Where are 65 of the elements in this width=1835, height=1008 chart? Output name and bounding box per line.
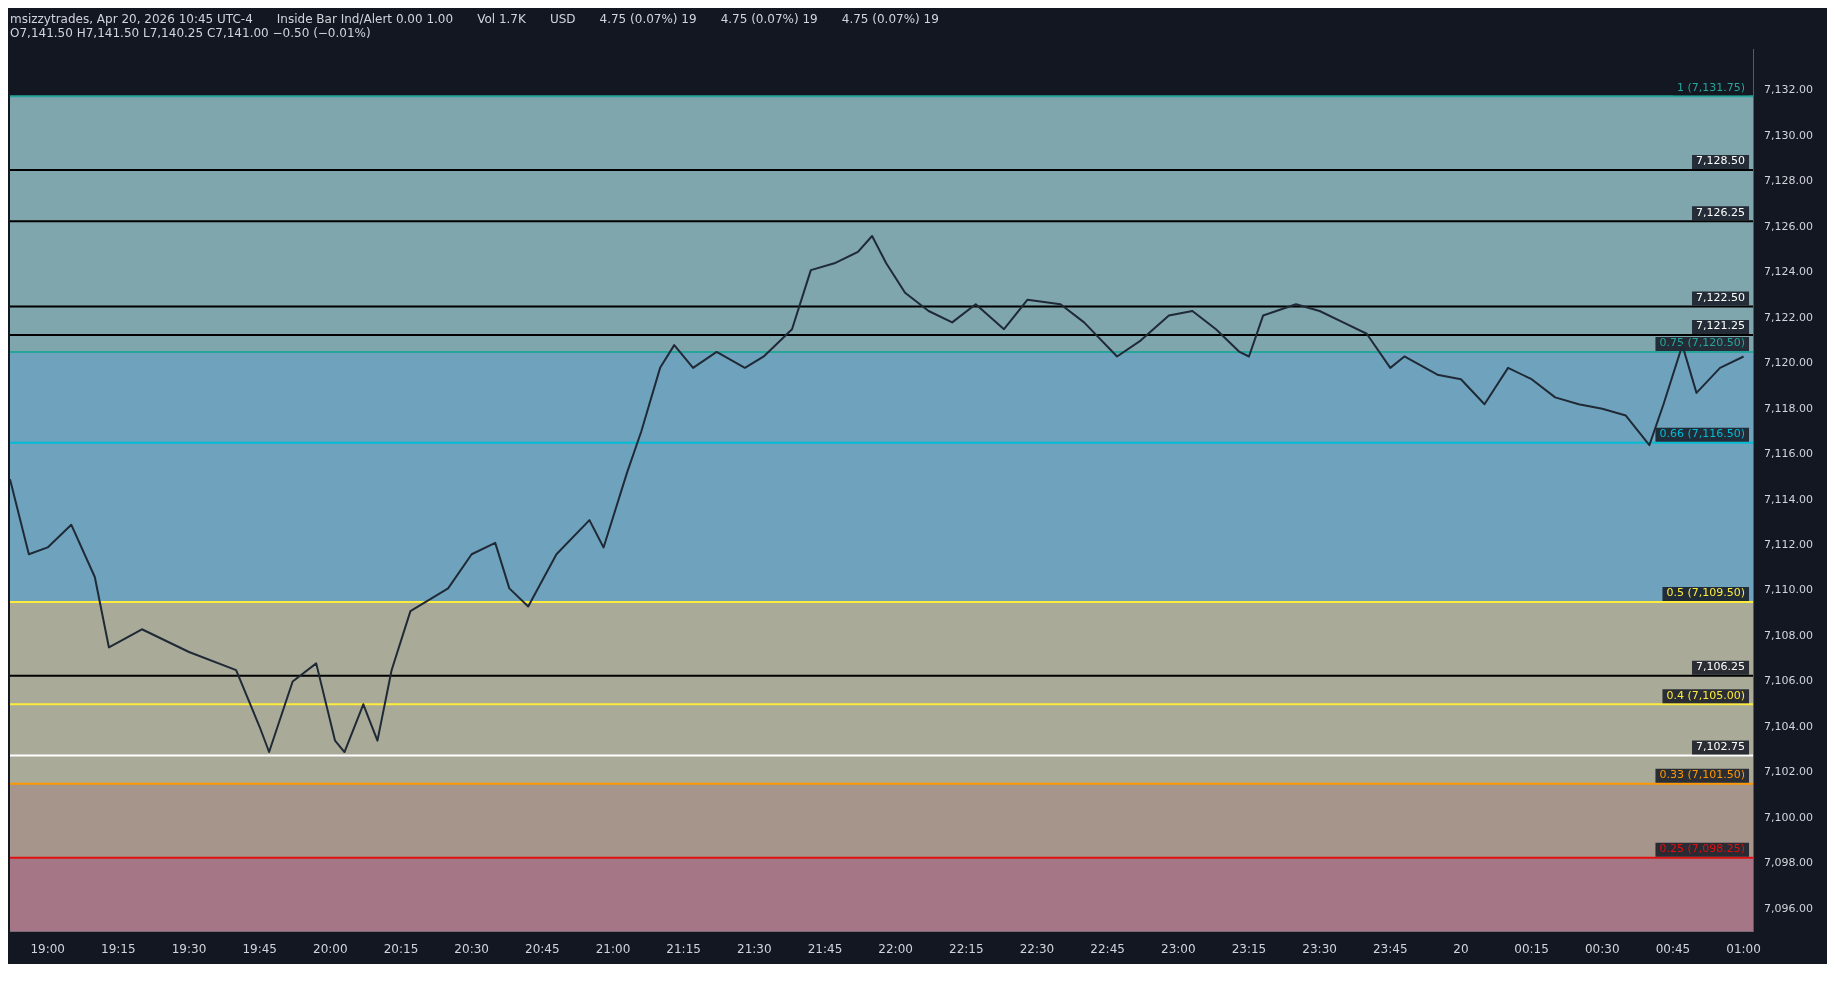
x-tick-label: 23:00 xyxy=(1160,941,1196,956)
ref-line-label: 7,122.50 xyxy=(1696,290,1746,304)
y-tick-label: 7,100.00 xyxy=(1764,810,1813,824)
x-tick-label: 00:30 xyxy=(1584,941,1620,956)
x-tick-label: 19:30 xyxy=(171,941,207,956)
x-tick-label: 00:45 xyxy=(1655,941,1691,956)
y-tick-label: 7,124.00 xyxy=(1764,265,1813,279)
x-tick-label: 22:15 xyxy=(949,941,984,956)
y-tick-label: 7,130.00 xyxy=(1764,128,1813,142)
x-tick-label: 19:45 xyxy=(242,941,277,956)
x-tick-label: 21:30 xyxy=(737,941,772,956)
x-tick-label: 22:00 xyxy=(878,941,913,956)
x-tick-label: 20:15 xyxy=(383,941,419,956)
text: msizzytrades, Apr 20, 2026 10:45 UTC-4 xyxy=(10,12,253,26)
y-tick-label: 7,096.00 xyxy=(1764,901,1813,915)
x-tick-label: 20:30 xyxy=(454,941,489,956)
ref-line-label: 7,126.25 xyxy=(1696,205,1746,219)
y-tick-label: 7,098.00 xyxy=(1764,856,1813,870)
y-tick-label: 7,110.00 xyxy=(1764,583,1813,597)
ref-line-label: 7,128.50 xyxy=(1696,154,1746,168)
y-tick-label: 7,106.00 xyxy=(1764,674,1813,688)
y-tick-label: 7,108.00 xyxy=(1764,628,1813,642)
x-tick-label: 23:45 xyxy=(1372,941,1408,956)
ref-line-label: 0.75 (7,120.50) xyxy=(1659,336,1746,350)
y-tick-label: 7,104.00 xyxy=(1764,719,1813,733)
y-tick-label: 7,126.00 xyxy=(1764,219,1813,233)
ref-line-label: 0.4 (7,105.00) xyxy=(1666,688,1746,702)
chart-subtitle: O7,141.50 H7,141.50 L7,140.25 C7,141.00 −0.50 (−0.01%) xyxy=(10,26,372,40)
x-tick-label: 21:15 xyxy=(666,941,701,956)
x-tick-label: 01:00 xyxy=(1726,941,1761,956)
y-tick-label: 7,112.00 xyxy=(1764,538,1813,552)
x-tick-label: 20:45 xyxy=(525,941,560,956)
x-tick-label: 22:45 xyxy=(1090,941,1125,956)
y-tick-label: 7,128.00 xyxy=(1764,174,1813,188)
x-tick-label: 21:00 xyxy=(595,941,631,956)
ref-line-label: 0.25 (7,098.25) xyxy=(1659,842,1746,856)
y-tick-label: 7,122.00 xyxy=(1764,310,1813,324)
text: 4.75 (0.07%) 19 xyxy=(841,12,939,26)
y-tick-label: 7,132.00 xyxy=(1764,83,1813,97)
text: Vol 1.7K xyxy=(477,12,526,26)
y-tick-label: 7,114.00 xyxy=(1764,492,1813,506)
text: 4.75 (0.07%) 19 xyxy=(599,12,697,26)
y-tick-label: 7,120.00 xyxy=(1764,356,1813,370)
ref-line-label: 7,102.75 xyxy=(1696,739,1746,753)
x-tick-label: 20:00 xyxy=(313,941,348,956)
ref-line-label: 7,106.25 xyxy=(1696,660,1746,674)
y-tick-label: 7,102.00 xyxy=(1764,765,1813,779)
x-tick-label: 23:15 xyxy=(1231,941,1267,956)
y-tick-label: 7,116.00 xyxy=(1764,447,1813,461)
x-tick-label: 22:30 xyxy=(1019,941,1055,956)
ref-line-label: 7,121.25 xyxy=(1696,319,1746,333)
text: Inside Bar Ind/Alert 0.00 1.00 xyxy=(276,12,454,26)
ref-line-label: 0.5 (7,109.50) xyxy=(1666,586,1746,600)
x-tick-label: 19:15 xyxy=(101,941,136,956)
x-tick-label: 23:30 xyxy=(1302,941,1337,956)
text: USD xyxy=(549,12,576,26)
x-tick-label: 20 xyxy=(1453,941,1469,956)
text: 4.75 (0.07%) 19 xyxy=(720,12,818,26)
x-tick-label: 21:45 xyxy=(807,941,843,956)
ref-line-label: 0.66 (7,116.50) xyxy=(1659,427,1746,441)
x-tick-label: 00:15 xyxy=(1514,941,1549,956)
ref-line-label: 1 (7,131.75) xyxy=(1676,80,1746,94)
ref-line-label: 0.33 (7,101.50) xyxy=(1659,768,1746,782)
x-tick-label: 19:00 xyxy=(30,941,65,956)
y-tick-label: 7,118.00 xyxy=(1764,401,1813,415)
